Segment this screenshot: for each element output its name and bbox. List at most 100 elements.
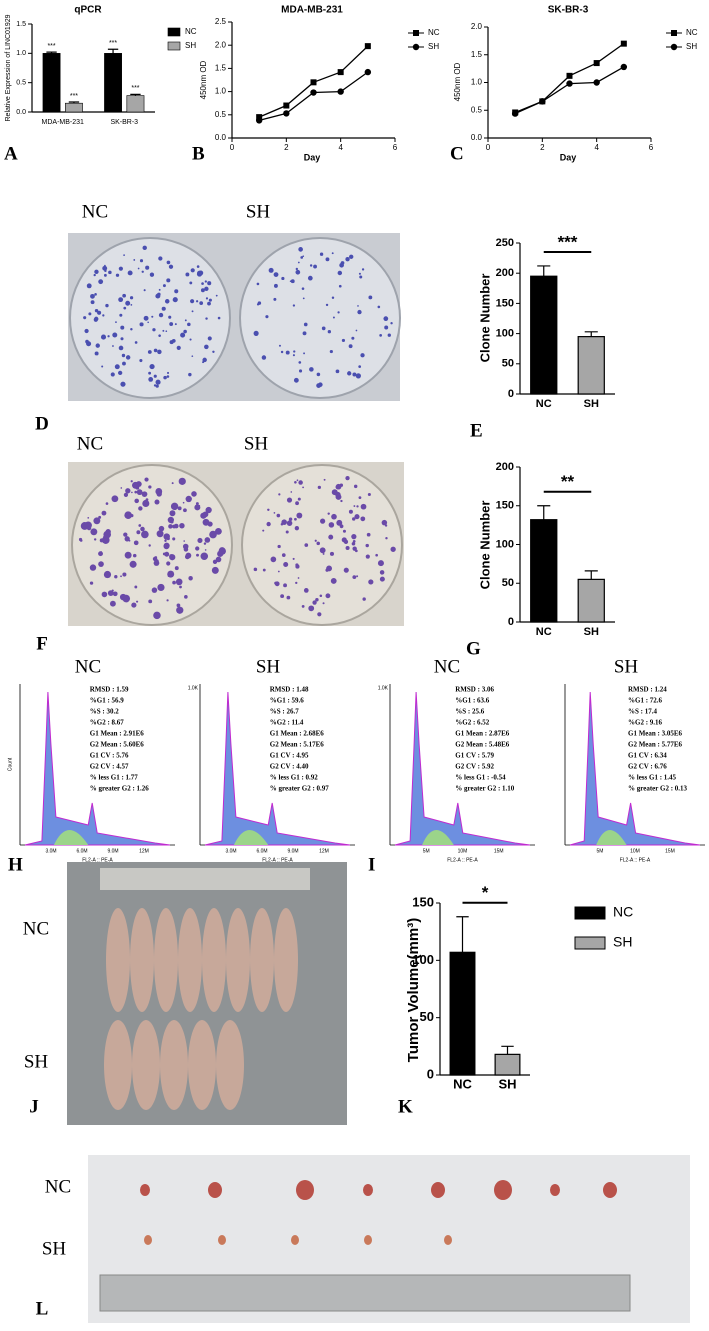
marker: [310, 89, 317, 96]
colony: [83, 316, 87, 320]
colony: [136, 489, 143, 496]
colony: [110, 372, 115, 377]
colony: [295, 269, 301, 275]
colony: [167, 516, 174, 524]
colony: [303, 588, 309, 593]
colony: [172, 537, 176, 541]
colony: [158, 334, 161, 337]
colony: [90, 293, 95, 299]
x-tick-label: 15M: [494, 848, 504, 854]
flow-stat: RMSD : 1.48: [270, 686, 309, 694]
tumor: [364, 1235, 372, 1245]
colony: [125, 355, 131, 360]
mouse: [226, 908, 250, 1012]
colony: [200, 552, 209, 561]
colony: [120, 381, 126, 387]
colony: [119, 313, 123, 317]
flow-stat: G1 CV : 5.76: [90, 752, 129, 760]
colony: [285, 530, 289, 534]
y-tick-label: 1.5: [16, 21, 26, 28]
colony: [298, 480, 303, 485]
colony: [129, 560, 137, 568]
colony: [322, 552, 325, 555]
y-tick-label: 0.5: [215, 110, 227, 119]
colony: [296, 479, 299, 482]
bar: [126, 95, 145, 113]
panel-letter: L: [36, 1298, 49, 1319]
colony: [360, 516, 366, 522]
colony: [93, 538, 97, 541]
colony: [345, 475, 350, 481]
colony: [297, 497, 301, 501]
bar: [494, 1053, 521, 1076]
panel-letter: I: [368, 854, 375, 875]
colony: [256, 303, 260, 306]
colony: [281, 276, 285, 281]
error-bar: [501, 1045, 514, 1055]
marker: [593, 60, 600, 67]
tumor: [431, 1182, 445, 1198]
colony: [328, 522, 335, 528]
colony: [176, 603, 181, 608]
colony: [331, 296, 335, 299]
annotation: ***: [109, 40, 117, 47]
colony: [323, 478, 326, 481]
colony: [340, 261, 345, 265]
colony: [158, 288, 161, 291]
mouse: [188, 1020, 216, 1110]
colony: [195, 502, 199, 506]
colony: [290, 491, 293, 493]
tumor: [603, 1182, 617, 1198]
colony: [319, 252, 324, 256]
colony: [144, 477, 149, 482]
colony: [204, 344, 209, 350]
flow-stat: %G2 : 6.52: [455, 719, 490, 727]
colony: [273, 512, 276, 514]
colony: [121, 353, 126, 358]
bar: [577, 578, 605, 623]
bar: [65, 102, 83, 113]
colony: [328, 534, 334, 540]
y-tick-label: 1.0: [471, 78, 483, 87]
colony: [101, 510, 107, 516]
colony: [278, 493, 281, 496]
colony: [176, 345, 181, 350]
colony: [205, 506, 212, 514]
colony: [143, 315, 149, 321]
histogram: [24, 691, 171, 846]
colony: [176, 606, 184, 614]
colony: [358, 272, 361, 275]
colony: [217, 316, 221, 320]
colony: [100, 334, 107, 340]
colony: [133, 540, 139, 546]
colony: [94, 293, 97, 296]
mouse: [132, 1020, 160, 1110]
colony: [148, 485, 152, 489]
colony: [202, 357, 207, 363]
colony: [188, 576, 193, 581]
colony: [337, 311, 340, 314]
mouse: [160, 1020, 188, 1110]
flow-stat: %G2 : 11.4: [270, 719, 304, 727]
colony: [158, 256, 163, 261]
group-label: NC: [45, 1176, 71, 1197]
tumor: [296, 1180, 314, 1200]
significance-label: ***: [558, 232, 578, 251]
colony: [286, 520, 293, 526]
bar: [577, 336, 605, 395]
flow-stat: %G1 : 72.6: [628, 697, 663, 705]
mouse: [154, 908, 178, 1012]
group-label: SH: [614, 656, 639, 677]
mouse: [202, 908, 226, 1012]
colony: [158, 312, 164, 318]
flow-stat: G2 CV : 4.57: [90, 763, 129, 771]
colony: [174, 566, 179, 571]
x-tick-label: 4: [594, 143, 599, 152]
colony: [207, 336, 212, 341]
colony: [183, 329, 187, 334]
colony: [123, 254, 125, 256]
colony: [136, 600, 139, 603]
colony: [354, 514, 360, 520]
colony: [165, 330, 168, 333]
y-tick-label: 0: [508, 388, 514, 400]
